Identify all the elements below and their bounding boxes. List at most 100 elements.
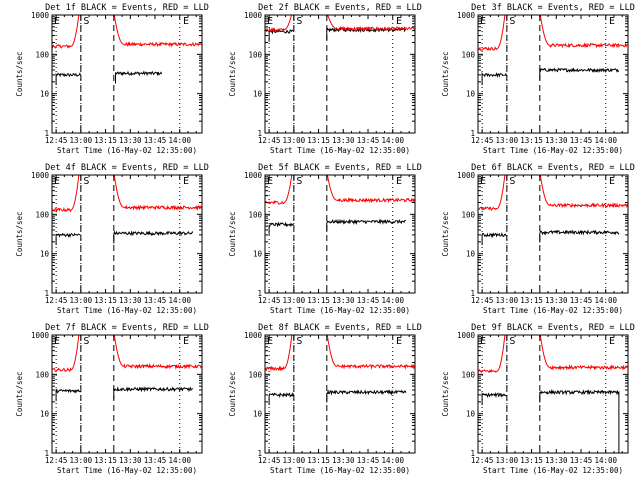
- y-tick-label: 1: [257, 449, 262, 458]
- x-tick-label: 13:45: [570, 136, 593, 145]
- chart-panel-7: Det 7f BLACK = Events, RED = LLD E S E 12:45…: [15, 323, 209, 475]
- chart-panel-8: Det 8f BLACK = Events, RED = LLD E S E 12:45…: [228, 323, 422, 475]
- y-tick-label: 10: [253, 250, 263, 259]
- plot-frame: [477, 334, 629, 454]
- lld-series-segment-2: [539, 15, 628, 49]
- lld-series-segment-1: [265, 175, 293, 205]
- y-axis-label: Counts/sec: [15, 51, 24, 96]
- data-area: [52, 335, 202, 402]
- lld-series-segment-2: [113, 175, 202, 211]
- segment-marker-E: E: [267, 336, 273, 347]
- x-tick-label: 13:00: [70, 456, 93, 465]
- y-tick-label: 10: [466, 410, 476, 419]
- events-series-segment-2: [326, 218, 407, 232]
- lld-series-segment-1: [265, 15, 292, 33]
- segment-marker-S: S: [509, 16, 515, 27]
- y-tick-label: 1000: [457, 171, 476, 180]
- y-tick-label: 10: [40, 410, 50, 419]
- plot-frame: [264, 334, 416, 454]
- y-axis-label: Counts/sec: [228, 51, 237, 96]
- x-axis-label: Start Time (16-May-02 12:35:00): [270, 146, 410, 155]
- lld-series-segment-2: [113, 335, 202, 370]
- y-tick-label: 100: [461, 210, 475, 219]
- chart-panel-1: Det 1f BLACK = Events, RED = LLD E S E 12:45…: [15, 3, 209, 155]
- segment-marker-S: S: [296, 176, 302, 187]
- x-axis-label: Start Time (16-May-02 12:35:00): [483, 466, 623, 475]
- segment-marker-E: E: [183, 336, 189, 347]
- y-axis-label: Counts/sec: [15, 371, 24, 416]
- x-tick-label: 13:45: [357, 296, 380, 305]
- segment-marker-E: E: [480, 16, 486, 27]
- chart-title: Det 6f BLACK = Events, RED = LLD: [471, 163, 635, 173]
- x-tick-label: 13:30: [119, 136, 142, 145]
- y-tick-label: 1000: [457, 11, 476, 20]
- segment-marker-E: E: [609, 16, 615, 27]
- y-tick-label: 1: [257, 289, 262, 298]
- y-tick-label: 100: [461, 50, 475, 59]
- x-tick-label: 13:00: [283, 456, 306, 465]
- segment-marker-E: E: [183, 16, 189, 27]
- plot-frame: [264, 174, 416, 294]
- x-axis-label: Start Time (16-May-02 12:35:00): [57, 466, 197, 475]
- y-tick-label: 10: [466, 250, 476, 259]
- x-tick-label: 13:30: [545, 296, 568, 305]
- segment-marker-E: E: [480, 176, 486, 187]
- data-area: [265, 175, 415, 235]
- x-tick-label: 13:00: [70, 136, 93, 145]
- y-tick-label: 10: [253, 90, 263, 99]
- segment-marker-S: S: [296, 16, 302, 27]
- lld-series-segment-2: [326, 335, 415, 370]
- y-tick-label: 1: [470, 289, 475, 298]
- x-tick-label: 13:00: [70, 296, 93, 305]
- lld-series-segment-2: [113, 15, 202, 48]
- events-series-segment-1: [268, 29, 294, 42]
- data-area: [478, 175, 628, 246]
- x-tick-label: 12:45: [471, 136, 494, 145]
- y-tick-label: 100: [35, 50, 49, 59]
- x-tick-label: 14:00: [168, 296, 191, 305]
- x-tick-label: 13:15: [520, 456, 543, 465]
- y-tick-label: 1000: [244, 171, 263, 180]
- lld-series-segment-1: [265, 335, 293, 372]
- y-tick-label: 10: [40, 90, 50, 99]
- x-tick-label: 13:45: [144, 456, 167, 465]
- y-axis-label: Counts/sec: [441, 51, 450, 96]
- chart-title: Det 7f BLACK = Events, RED = LLD: [45, 323, 209, 333]
- y-tick-label: 100: [35, 370, 49, 379]
- y-axis-label: Counts/sec: [441, 371, 450, 416]
- x-tick-label: 13:45: [357, 456, 380, 465]
- chart-panel-4: Det 4f BLACK = Events, RED = LLD E S E 12:45…: [15, 163, 209, 315]
- events-series-segment-1: [481, 391, 507, 406]
- events-series-segment-2: [113, 230, 194, 244]
- lld-series-segment-2: [539, 175, 628, 209]
- y-axis-label: Counts/sec: [441, 211, 450, 256]
- data-area: [478, 15, 628, 86]
- y-tick-label: 1000: [31, 331, 50, 340]
- data-area: [265, 15, 415, 42]
- lld-series-segment-1: [478, 335, 506, 374]
- y-tick-label: 1: [44, 449, 49, 458]
- events-series-segment-2: [326, 389, 407, 403]
- x-axis-label: Start Time (16-May-02 12:35:00): [57, 306, 197, 315]
- segment-marker-E: E: [609, 336, 615, 347]
- y-tick-label: 1: [257, 129, 262, 138]
- x-tick-label: 13:15: [94, 136, 117, 145]
- y-axis-label: Counts/sec: [228, 211, 237, 256]
- x-tick-label: 13:30: [332, 456, 355, 465]
- segment-marker-E: E: [480, 336, 486, 347]
- x-tick-label: 12:45: [258, 136, 281, 145]
- y-tick-label: 1: [44, 289, 49, 298]
- x-tick-label: 13:15: [307, 456, 330, 465]
- events-series-segment-1: [481, 71, 507, 86]
- y-tick-label: 1000: [457, 331, 476, 340]
- y-tick-label: 10: [253, 410, 263, 419]
- y-tick-label: 1000: [244, 11, 263, 20]
- y-tick-label: 10: [40, 250, 50, 259]
- plot-frame: [51, 174, 203, 294]
- data-area: [265, 335, 415, 406]
- segment-marker-E: E: [267, 16, 273, 27]
- plot-frame: [264, 14, 416, 134]
- segment-marker-E: E: [54, 336, 60, 347]
- x-axis-label: Start Time (16-May-02 12:35:00): [270, 466, 410, 475]
